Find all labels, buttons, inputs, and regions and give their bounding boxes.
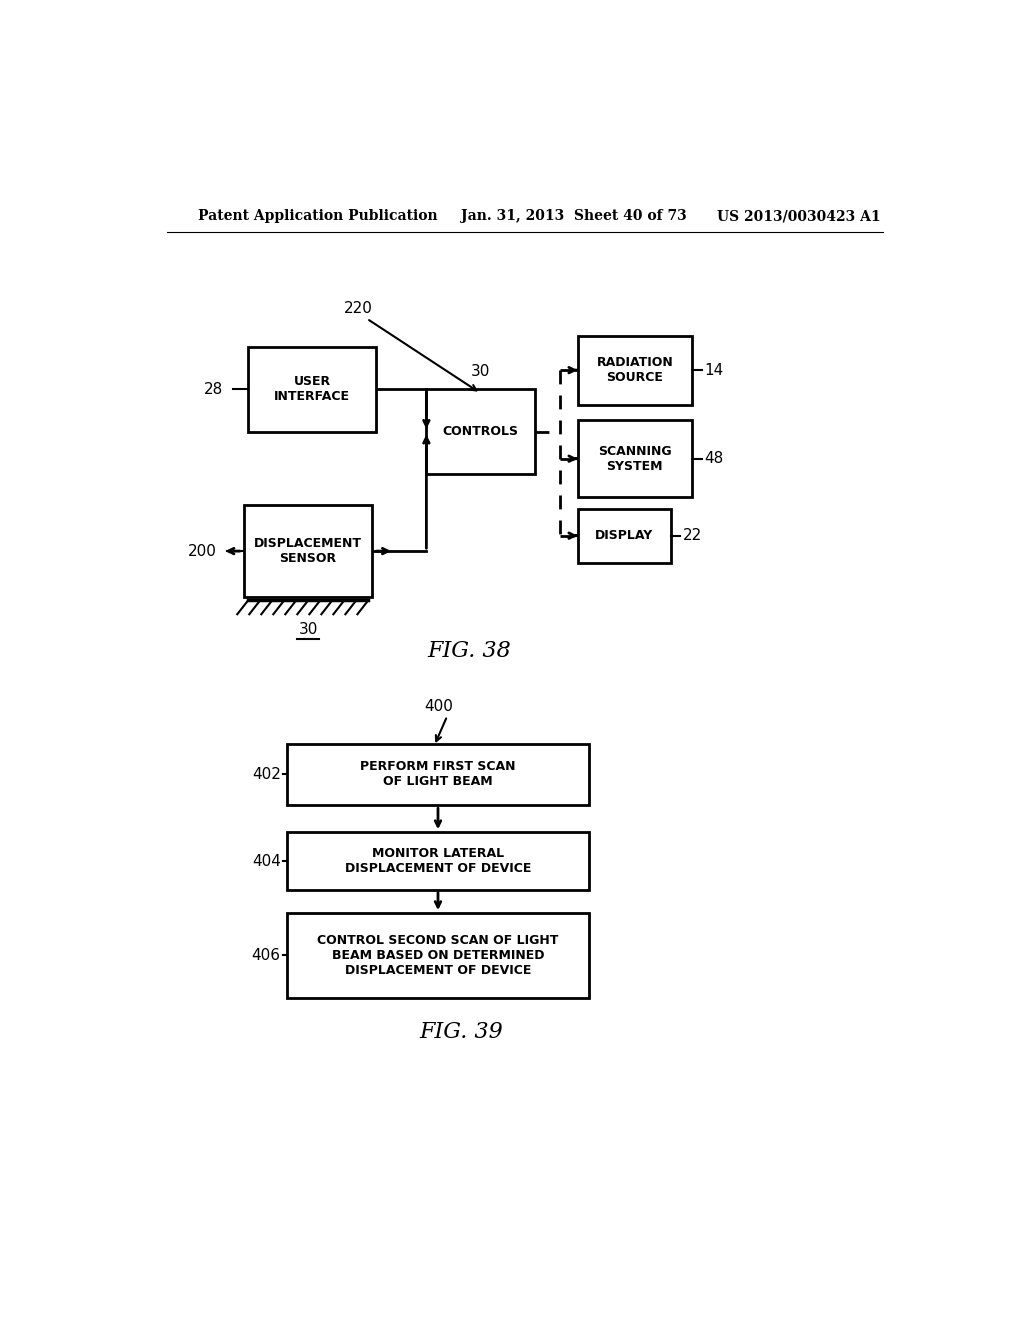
Text: PERFORM FIRST SCAN
OF LIGHT BEAM: PERFORM FIRST SCAN OF LIGHT BEAM [360,760,516,788]
Text: RADIATION
SOURCE: RADIATION SOURCE [596,356,673,384]
Text: 30: 30 [471,363,490,379]
Text: 400: 400 [424,700,453,714]
Text: 220: 220 [343,301,373,315]
Bar [287,743,589,805]
Text: 402: 402 [252,767,281,781]
Bar [287,832,589,890]
Text: 30: 30 [299,622,317,638]
Bar [578,508,671,562]
Text: SCANNING
SYSTEM: SCANNING SYSTEM [598,445,672,473]
Text: USER
INTERFACE: USER INTERFACE [274,375,350,404]
Text: 14: 14 [705,363,724,378]
Text: Jan. 31, 2013  Sheet 40 of 73: Jan. 31, 2013 Sheet 40 of 73 [461,209,687,223]
Text: 48: 48 [705,451,724,466]
Text: CONTROL SECOND SCAN OF LIGHT
BEAM BASED ON DETERMINED
DISPLACEMENT OF DEVICE: CONTROL SECOND SCAN OF LIGHT BEAM BASED … [317,933,559,977]
Text: MONITOR LATERAL
DISPLACEMENT OF DEVICE: MONITOR LATERAL DISPLACEMENT OF DEVICE [345,847,531,875]
Text: CONTROLS: CONTROLS [442,425,518,438]
Bar [426,389,535,474]
Text: 28: 28 [204,381,223,397]
Bar [248,347,376,432]
Bar [287,913,589,998]
Text: 22: 22 [683,528,702,544]
Text: FIG. 39: FIG. 39 [420,1022,503,1043]
Text: 200: 200 [188,544,217,558]
Text: FIG. 38: FIG. 38 [427,640,511,663]
Text: 404: 404 [252,854,281,869]
Text: DISPLACEMENT
SENSOR: DISPLACEMENT SENSOR [254,537,362,565]
Text: 406: 406 [252,948,281,962]
Text: Patent Application Publication: Patent Application Publication [198,209,437,223]
Text: DISPLAY: DISPLAY [595,529,653,543]
Bar [578,335,692,405]
Bar [578,420,692,498]
Bar [245,506,372,598]
Text: US 2013/0030423 A1: US 2013/0030423 A1 [717,209,881,223]
